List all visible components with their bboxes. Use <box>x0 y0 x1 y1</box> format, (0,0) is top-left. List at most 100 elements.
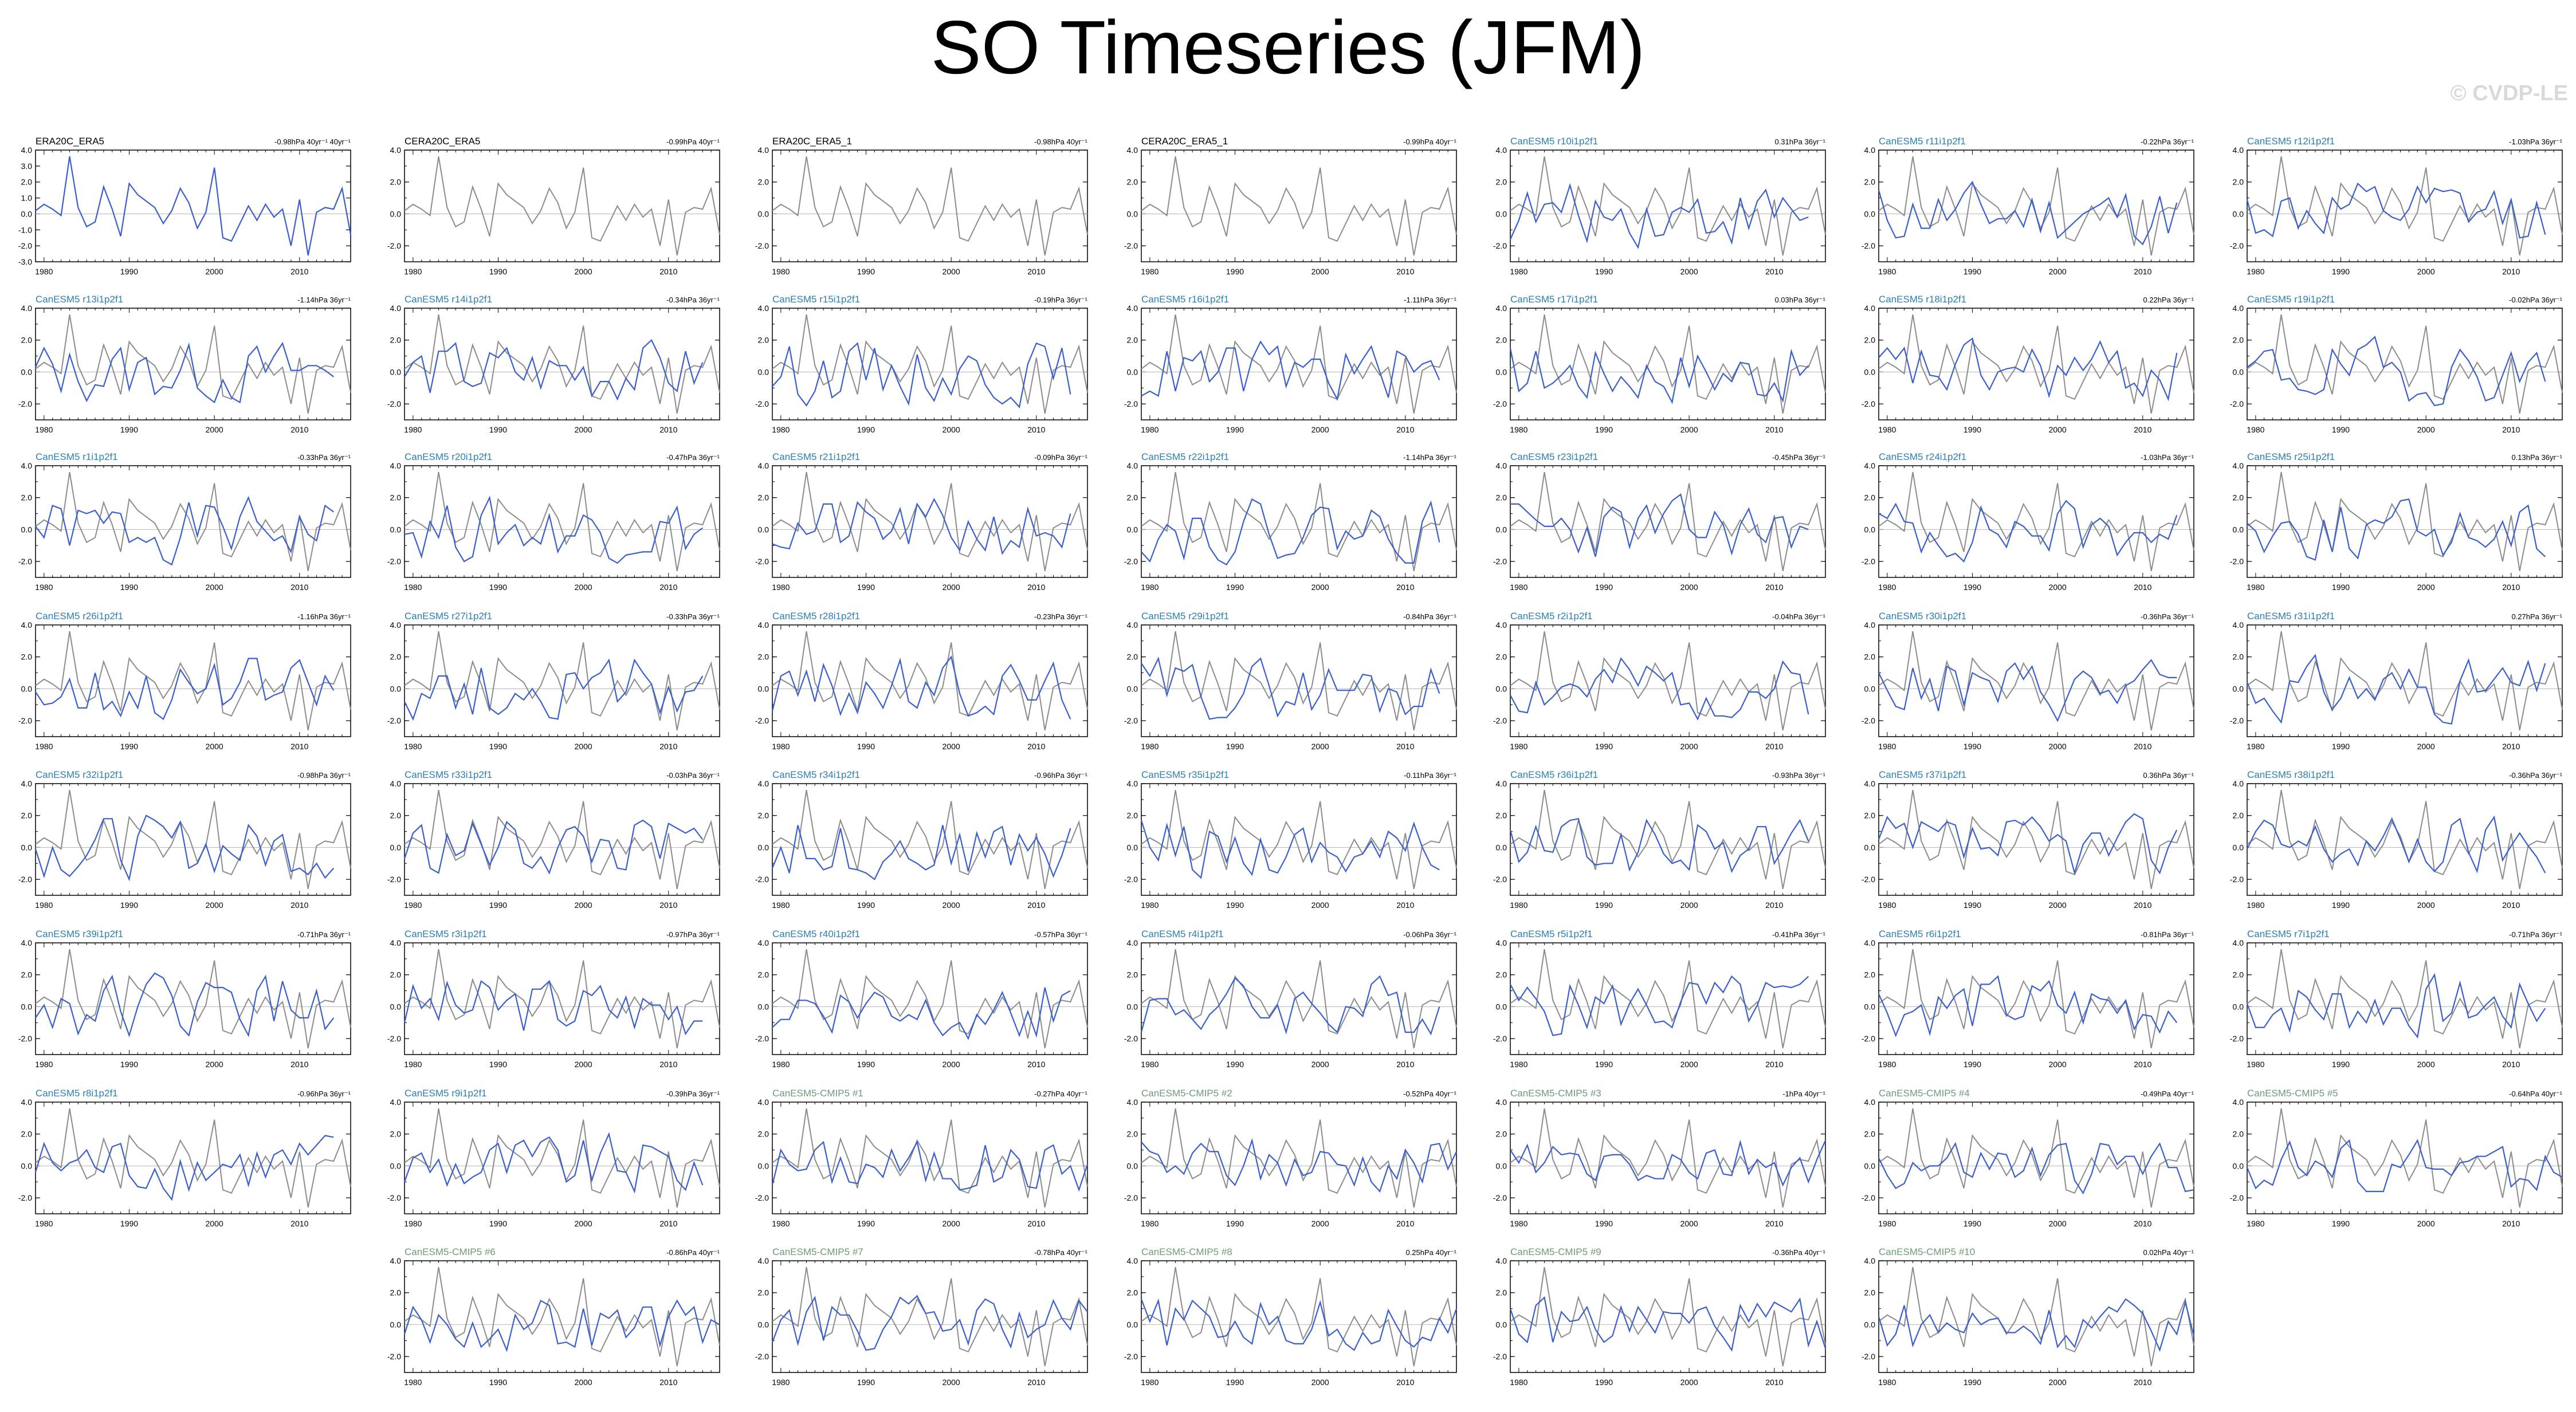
trend-label: -0.52hPa 40yr⁻¹ <box>1403 1090 1457 1098</box>
y-tick-label: 2.0 <box>2233 970 2244 980</box>
y-tick-label: -2.0 <box>2230 875 2244 884</box>
y-tick-label: 0.0 <box>1496 1002 1507 1011</box>
y-tick-label: -2.0 <box>1124 557 1138 566</box>
observed-series-line <box>404 471 720 572</box>
panel-title: CanESM5 r14i1p2f1 <box>405 294 492 305</box>
y-tick-label: -2.0 <box>1493 399 1507 408</box>
x-tick-label: 2010 <box>659 1219 677 1228</box>
model-series-line <box>34 1135 334 1201</box>
y-tick-label: 2.0 <box>758 1130 769 1139</box>
y-tick-label: -2.0 <box>387 875 401 884</box>
observed-series-line <box>772 789 1088 890</box>
observed-series-line <box>1141 1108 1457 1208</box>
x-tick-label: 2010 <box>2502 742 2520 751</box>
panel-title: CanESM5 r24i1p2f1 <box>1879 451 1966 462</box>
panel-title: CanESM5 r33i1p2f1 <box>405 769 492 780</box>
x-tick-label: 2010 <box>1765 267 1783 276</box>
y-tick-label: 0.0 <box>1864 1002 1876 1011</box>
y-tick-label: 2.0 <box>21 1130 33 1139</box>
y-tick-label: 2.0 <box>1127 811 1138 820</box>
chart-panel: ERA20C_ERA5_1 -0.98hPa 40yr⁻¹ 4.0 2.0 0.0 -2.… <box>755 136 1088 276</box>
trend-label: -1.11hPa 36yr⁻¹ <box>1404 296 1457 304</box>
panel-title: CanESM5 r18i1p2f1 <box>1879 294 1966 305</box>
model-series-line <box>771 655 1071 719</box>
panel-title: CanESM5 r26i1p2f1 <box>36 611 123 622</box>
y-tick-label: 4.0 <box>1127 145 1138 155</box>
x-tick-label: 1980 <box>1141 900 1159 910</box>
panel-title: CanESM5 r22i1p2f1 <box>1141 451 1229 462</box>
x-tick-label: 2000 <box>1680 742 1698 751</box>
observed-series-line <box>1878 156 2194 256</box>
x-tick-label: 2010 <box>290 1219 308 1228</box>
model-series-line <box>1140 975 1440 1036</box>
observed-series-line <box>1878 789 2194 890</box>
panel-title: CanESM5 r30i1p2f1 <box>1879 611 1966 622</box>
model-series-line <box>1509 818 1809 874</box>
x-tick-label: 2000 <box>2049 900 2067 910</box>
y-tick-label: 2.0 <box>2233 178 2244 187</box>
x-tick-label: 2000 <box>206 742 223 751</box>
y-tick-label: 2.0 <box>758 811 769 820</box>
y-tick-label: 0.0 <box>390 367 402 376</box>
trend-label: -0.98hPa 40yr⁻¹ <box>1034 137 1088 146</box>
plot-frame <box>35 150 351 262</box>
plot-frame <box>772 1102 1088 1214</box>
trend-label: -0.36hPa 36yr⁻¹ <box>2509 771 2563 780</box>
x-tick-label: 1980 <box>1510 1060 1527 1069</box>
chart-panel: CanESM5-CMIP5 #2 -0.52hPa 40yr⁻¹ 4.0 2.0 0.0… <box>1124 1088 1457 1228</box>
y-tick-label: 0.0 <box>758 525 769 534</box>
x-tick-label: 1980 <box>1878 742 1896 751</box>
observed-series-line <box>1141 631 1457 731</box>
y-tick-label: 4.0 <box>758 304 769 313</box>
y-tick-label: 4.0 <box>1127 620 1138 630</box>
y-tick-label: 2.0 <box>1496 178 1507 187</box>
model-series-line <box>2246 182 2546 239</box>
trend-label: -0.71hPa 36yr⁻¹ <box>2509 930 2563 939</box>
x-tick-label: 2000 <box>943 1219 960 1228</box>
y-tick-label: 0.0 <box>390 1161 402 1170</box>
plot-frame <box>1510 150 1826 262</box>
x-tick-label: 1990 <box>1595 900 1613 910</box>
panel-title: CanESM5 r10i1p2f1 <box>1510 136 1598 147</box>
chart-panel: CanESM5 r9i1p2f1 -0.39hPa 36yr⁻¹ 4.0 2.0 0.0… <box>387 1088 720 1228</box>
y-tick-label: -2.0 <box>387 1034 401 1043</box>
y-tick-label: 0.0 <box>1496 1161 1507 1170</box>
trend-label: -0.96hPa 36yr⁻¹ <box>297 1090 351 1098</box>
y-tick-label: -2.0 <box>18 1193 32 1202</box>
y-tick-label: -2.0 <box>755 875 769 884</box>
chart-panel: ERA20C_ERA5 -0.98hPa 40yr⁻¹ 40yr⁻¹ 4.0 3.0 2… <box>18 136 352 276</box>
x-tick-label: 2000 <box>1680 900 1698 910</box>
observed-series-line <box>1878 314 2194 414</box>
chart-panel: CanESM5 r28i1p2f1 -0.23hPa 36yr⁻¹ 4.0 2.0 0.… <box>755 611 1088 751</box>
panel-title: ERA20C_ERA5_1 <box>772 136 852 147</box>
x-tick-label: 1990 <box>1226 900 1244 910</box>
plot-frame <box>404 150 720 262</box>
y-tick-label: 0.0 <box>390 1002 402 1011</box>
y-tick-label: 2.0 <box>1127 493 1138 502</box>
panel-title: CanESM5 r13i1p2f1 <box>36 294 123 305</box>
panel-title: CanESM5 r5i1p2f1 <box>1510 929 1593 939</box>
y-tick-label: 0.0 <box>1864 525 1876 534</box>
y-tick-label: 4.0 <box>1496 145 1507 155</box>
chart-panel: CanESM5 r6i1p2f1 -0.81hPa 36yr⁻¹ 4.0 2.0 0.0… <box>1862 929 2194 1069</box>
y-tick-label: -2.0 <box>387 399 401 408</box>
x-tick-label: 2000 <box>1680 425 1698 434</box>
x-tick-label: 1980 <box>1141 1060 1159 1069</box>
x-tick-label: 2000 <box>575 1060 592 1069</box>
chart-panel: CanESM5 r1i1p2f1 -0.33hPa 36yr⁻¹ 4.0 2.0 0.0… <box>18 451 351 592</box>
x-tick-label: 2000 <box>943 267 960 276</box>
x-tick-label: 2010 <box>659 425 677 434</box>
trend-label: -0.99hPa 40yr⁻¹ <box>1403 137 1457 146</box>
trend-label: -0.23hPa 36yr⁻¹ <box>1034 612 1088 621</box>
panel-title: CanESM5 r23i1p2f1 <box>1510 451 1598 462</box>
plot-frame <box>404 942 720 1055</box>
panel-title: CanESM5 r19i1p2f1 <box>2247 294 2335 305</box>
plot-frame <box>1141 1102 1457 1214</box>
y-tick-label: -2.0 <box>2230 716 2244 725</box>
y-tick-label: -2.0 <box>1862 875 1875 884</box>
y-tick-label: 2.0 <box>1127 652 1138 662</box>
x-tick-label: 1990 <box>1226 267 1244 276</box>
observed-series-line <box>404 1108 720 1208</box>
y-tick-label: 0.0 <box>21 1161 33 1170</box>
y-tick-label: -2.0 <box>2230 1034 2244 1043</box>
